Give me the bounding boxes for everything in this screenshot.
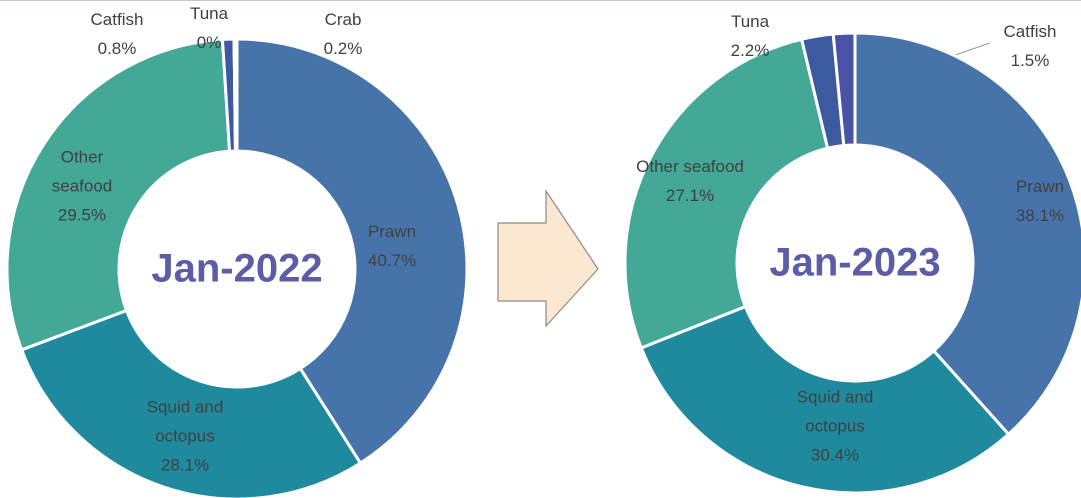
category-name: Other seafood [51,147,113,196]
data-label: Catfish 1.5% [995,17,1065,75]
donut-segment [623,37,830,350]
data-label: Prawn 38.1% [995,172,1081,230]
value-label: 1.5% [1010,51,1050,70]
value-label: 28.1% [160,455,210,475]
value-label: 0% [196,33,222,52]
donut-segment [639,304,1011,495]
donut-segment [235,37,469,466]
category-name: Tuna [730,12,770,31]
category-name: Prawn [367,222,417,241]
donut-segment [5,37,232,352]
data-label: Squid and octopus 30.4% [765,383,905,470]
value-label: 40.7% [367,251,417,270]
donut-segment [232,37,239,153]
data-label: Crab 0.2% [313,5,373,63]
value-label: 29.5% [57,205,107,225]
category-name: Catfish [1003,22,1057,41]
data-label: Catfish 0.8% [82,5,152,63]
data-label: Other seafood 29.5% [42,143,122,230]
category-name: Squid and octopus [146,397,224,446]
donut-segment [853,31,1081,437]
category-name: Crab [324,10,362,29]
category-name: Catfish [90,10,144,29]
value-label: 30.4% [810,445,860,465]
category-name: Squid and octopus [796,387,874,436]
data-label: Other seafood 27.1% [615,152,765,210]
data-label: Tuna 2.2% [720,7,780,65]
value-label: 27.1% [665,186,715,205]
data-label: Squid and octopus 28.1% [115,393,255,480]
value-label: 38.1% [1015,206,1065,225]
donut-segment [19,308,363,498]
value-label: 0.2% [323,39,363,58]
chart-title: Jan-2023 [769,241,940,285]
data-label: Tuna 0% [184,1,234,57]
category-name: Prawn [1015,177,1065,196]
chart-title: Jan-2022 [151,247,322,291]
category-name: Tuna [189,4,229,23]
donut-segment [831,31,857,148]
category-name: Other seafood [636,157,744,176]
data-label: Prawn 40.7% [347,217,437,275]
value-label: 0.8% [97,39,137,58]
value-label: 2.2% [730,41,770,60]
arrow [497,189,599,328]
